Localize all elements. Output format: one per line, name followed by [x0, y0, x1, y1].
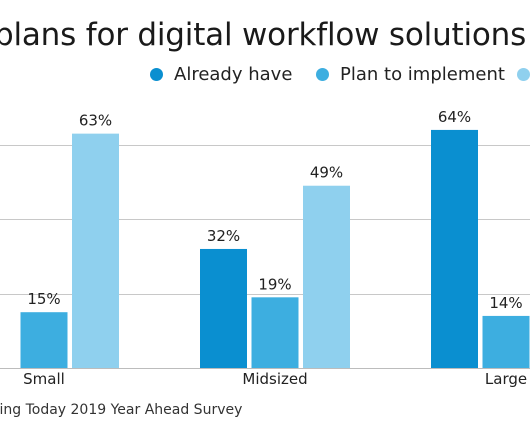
- legend-item-third-series: N: [517, 64, 530, 85]
- data-label: 32%: [207, 227, 240, 245]
- legend-label: Already have: [174, 64, 293, 85]
- data-label: 19%: [258, 275, 291, 293]
- data-label: 49%: [310, 164, 343, 182]
- category-label: Large: [485, 370, 527, 388]
- legend-swatch-already-have: [150, 68, 163, 81]
- bar: [72, 133, 119, 368]
- legend-item-already-have: Already have: [150, 64, 292, 85]
- data-label: 64%: [438, 108, 471, 126]
- category-label: Small: [23, 370, 65, 388]
- source-note: ting Today 2019 Year Ahead Survey: [0, 402, 243, 418]
- bar: [482, 315, 530, 368]
- bar: [251, 297, 299, 368]
- data-label: 63%: [79, 112, 112, 130]
- legend-swatch-third-series: [517, 68, 530, 81]
- legend-swatch-plan-to-implement: [316, 68, 329, 81]
- legend-item-plan-to-implement: Plan to implement: [316, 64, 505, 85]
- bar: [20, 312, 68, 368]
- data-label: 14%: [489, 294, 522, 312]
- bar: [200, 248, 247, 368]
- category-label: Midsized: [242, 370, 307, 388]
- legend-label: Plan to implement: [340, 64, 505, 85]
- bar: [303, 185, 350, 368]
- chart-title: plans for digital workflow solutions: [0, 17, 527, 53]
- data-label: 15%: [27, 290, 60, 308]
- bar: [431, 129, 478, 368]
